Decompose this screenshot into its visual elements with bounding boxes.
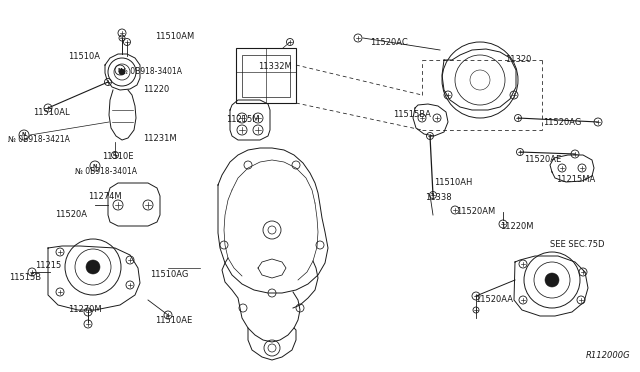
Text: 11520AC: 11520AC bbox=[370, 38, 408, 47]
Text: 11274M: 11274M bbox=[88, 192, 122, 201]
Text: № 0B918-3401A: № 0B918-3401A bbox=[120, 67, 182, 76]
Text: R112000G: R112000G bbox=[586, 351, 630, 360]
Text: 11515B: 11515B bbox=[9, 273, 41, 282]
Text: 11520AA: 11520AA bbox=[475, 295, 513, 304]
Text: № 0B918-3421A: № 0B918-3421A bbox=[8, 135, 70, 144]
Text: 11510AL: 11510AL bbox=[33, 108, 70, 117]
Circle shape bbox=[119, 69, 125, 75]
Text: 11520A: 11520A bbox=[55, 210, 87, 219]
Text: 11510A: 11510A bbox=[68, 52, 100, 61]
Text: 11215: 11215 bbox=[35, 261, 61, 270]
Circle shape bbox=[86, 260, 100, 274]
Text: 11510AH: 11510AH bbox=[434, 178, 472, 187]
Text: 11338: 11338 bbox=[425, 193, 452, 202]
Text: N: N bbox=[93, 164, 97, 169]
Text: SEE SEC.75D: SEE SEC.75D bbox=[550, 240, 605, 249]
Text: № 0B918-3401A: № 0B918-3401A bbox=[75, 167, 137, 176]
Text: 11215MA: 11215MA bbox=[556, 175, 595, 184]
Text: N: N bbox=[22, 132, 26, 138]
Text: 11220M: 11220M bbox=[500, 222, 534, 231]
Circle shape bbox=[545, 273, 559, 287]
Text: 11510E: 11510E bbox=[102, 152, 134, 161]
Text: N: N bbox=[118, 67, 122, 73]
Text: 11510AG: 11510AG bbox=[150, 270, 188, 279]
Text: 11332M: 11332M bbox=[258, 62, 292, 71]
Text: 11515BA: 11515BA bbox=[393, 110, 431, 119]
Text: 11270M: 11270M bbox=[68, 305, 102, 314]
Text: 11220: 11220 bbox=[143, 85, 169, 94]
Text: 11320: 11320 bbox=[505, 55, 531, 64]
Text: 11510AE: 11510AE bbox=[155, 316, 192, 325]
Text: 11215M: 11215M bbox=[226, 115, 259, 124]
Text: 11510AM: 11510AM bbox=[155, 32, 195, 41]
Text: 11520AE: 11520AE bbox=[524, 155, 561, 164]
Text: 11520AM: 11520AM bbox=[456, 207, 495, 216]
Text: 11520AG: 11520AG bbox=[543, 118, 581, 127]
Text: 11231M: 11231M bbox=[143, 134, 177, 143]
